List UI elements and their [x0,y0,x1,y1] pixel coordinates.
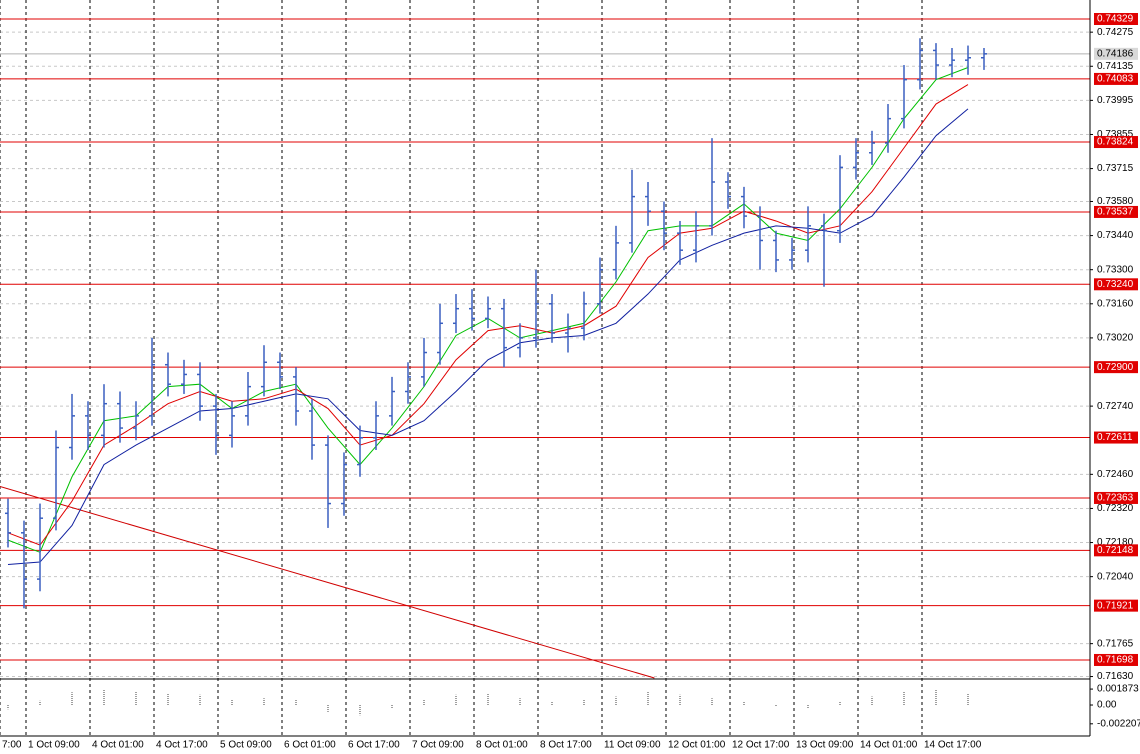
level-label: 0.71698 [1097,655,1134,666]
y-tick-label: 0.73020 [1097,333,1134,344]
level-label-bg [1094,278,1138,291]
x-tick-label: 8 Oct 01:00 [476,740,528,751]
current-price-bg [1094,47,1138,60]
y-tick-label: 0.74275 [1097,27,1134,38]
y-tick-label: 0.73580 [1097,196,1134,207]
y-tick-label: 0.73855 [1097,129,1134,140]
x-tick-label: 14 Oct 17:00 [924,740,982,751]
y-tick-label: 0.71630 [1097,671,1134,682]
trendline [0,486,655,679]
x-tick-label: 5 Oct 09:00 [220,740,272,751]
level-label: 0.72611 [1097,432,1133,443]
x-tick-label: 13 Oct 09:00 [796,740,854,751]
x-tick-label: 8 Oct 17:00 [540,740,592,751]
x-tick-label: 12 Oct 01:00 [668,740,726,751]
level-label-bg [1094,431,1138,444]
level-label: 0.72363 [1097,493,1134,504]
x-tick-label: 11 Oct 09:00 [604,740,661,751]
level-label-bg [1094,72,1138,85]
y-tick-label: 0.72180 [1097,537,1134,548]
osc-tick-label: 0.00 [1097,700,1117,711]
level-label: 0.72900 [1097,362,1134,373]
y-tick-label: 0.72040 [1097,571,1134,582]
level-label: 0.71921 [1097,600,1134,611]
y-tick-label: 0.74135 [1097,61,1134,72]
x-tick-label: 14 Oct 01:00 [860,740,918,751]
level-label-bg [1094,205,1138,218]
y-tick-label: 0.73440 [1097,230,1134,241]
y-tick-label: 0.73300 [1097,264,1134,275]
y-tick-label: 0.73160 [1097,298,1134,309]
level-label-bg [1094,653,1138,666]
x-tick-label: 1 Oct 09:00 [28,740,80,751]
x-tick-label: 4 Oct 17:00 [156,740,208,751]
y-tick-label: 0.72320 [1097,503,1134,514]
level-label: 0.74083 [1097,74,1134,85]
level-label-bg [1094,136,1138,149]
level-label: 0.72148 [1097,545,1134,556]
x-tick-label: 7:00 [2,740,22,751]
level-label: 0.74329 [1097,14,1134,25]
osc-tick-label: 0.001873 [1097,684,1139,695]
y-tick-label: 0.72740 [1097,401,1134,412]
y-tick-label: 0.73995 [1097,95,1134,106]
level-label: 0.73824 [1097,137,1134,148]
level-label-bg [1094,491,1138,504]
level-label-bg [1094,361,1138,374]
y-tick-label: 0.72460 [1097,469,1134,480]
x-tick-label: 7 Oct 09:00 [412,740,464,751]
x-tick-label: 6 Oct 01:00 [284,740,336,751]
level-label-bg [1094,599,1138,612]
y-tick-label: 0.71765 [1097,638,1134,649]
level-label-bg [1094,13,1138,26]
y-tick-label: 0.73715 [1097,163,1134,174]
level-label-bg [1094,544,1138,557]
osc-tick-label: -0.002207 [1097,718,1140,729]
x-tick-label: 4 Oct 01:00 [92,740,144,751]
current-price-label: 0.74186 [1097,48,1134,59]
x-tick-label: 12 Oct 17:00 [732,740,790,751]
level-label: 0.73240 [1097,279,1134,290]
level-label: 0.73537 [1097,207,1134,218]
x-tick-label: 6 Oct 17:00 [348,740,400,751]
